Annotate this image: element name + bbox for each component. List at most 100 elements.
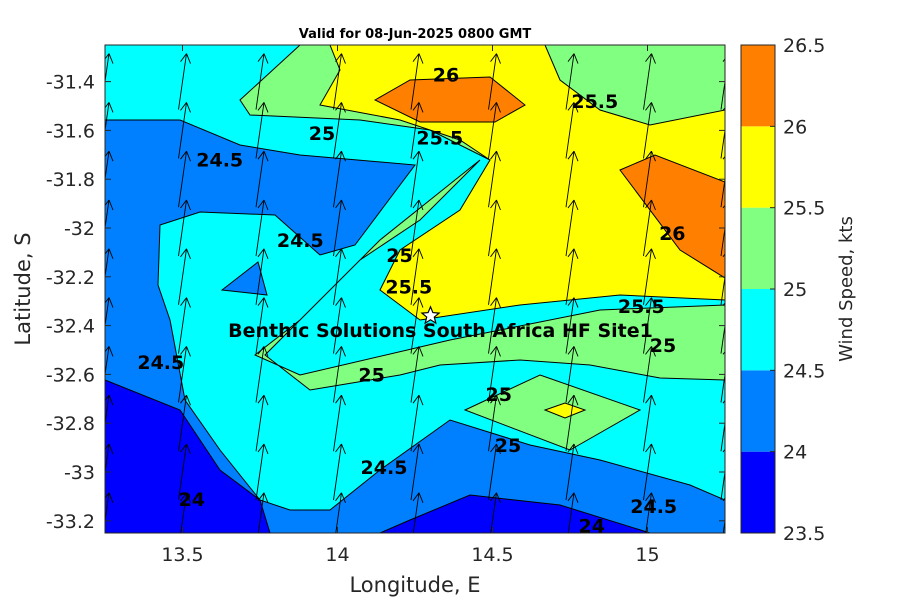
x-tick-label: 14 bbox=[325, 544, 349, 566]
wind-vector-arrow bbox=[565, 150, 579, 208]
wind-vector-arrow bbox=[720, 350, 725, 403]
wind-vector-arrow bbox=[410, 102, 424, 159]
level-band-26-26.5-north bbox=[373, 76, 526, 123]
wind-vector-arrow bbox=[105, 248, 114, 280]
wind-vector-arrow bbox=[178, 199, 191, 257]
wind-vector-arrow bbox=[643, 248, 656, 305]
wind-vector-arrow bbox=[565, 394, 579, 452]
contour-label: 24 bbox=[578, 516, 604, 538]
wind-vector-arrow bbox=[255, 199, 269, 257]
contour-label: 25.5 bbox=[385, 277, 432, 299]
contour-labels: 26 25.5 25 25.5 24.5 24.5 25 25.5 26 25.5 25 24.5 25… bbox=[137, 64, 685, 537]
colorbar-tick-label: 25.5 bbox=[783, 198, 825, 220]
contour-label: 25 bbox=[358, 364, 384, 386]
y-axis-label: Latitude, S bbox=[11, 232, 35, 345]
wind-vector-arrow bbox=[178, 53, 191, 110]
contour-label: 25 bbox=[650, 335, 676, 357]
site-marker: Benthic Solutions South Africa HF Site1 bbox=[228, 305, 653, 342]
y-tick-label: -33 bbox=[64, 462, 95, 484]
wind-vector-arrow bbox=[105, 346, 114, 378]
wind-vector-arrow bbox=[333, 102, 346, 159]
wind-vector-arrow bbox=[178, 394, 191, 452]
y-tick-label: -33.2 bbox=[46, 511, 95, 533]
colorbar: 23.5 24 24.5 25 25.5 26 26.5 bbox=[740, 35, 825, 545]
contour-label: 24.5 bbox=[277, 230, 324, 252]
chart-title: Valid for 08-Jun-2025 0800 GMT bbox=[299, 27, 532, 42]
contour-label: 24.5 bbox=[361, 457, 408, 479]
wind-vector-arrow bbox=[410, 443, 424, 501]
wind-vector-arrow bbox=[105, 297, 114, 329]
wind-vector-arrow bbox=[333, 394, 346, 452]
y-axis-ticks: -31.4 -31.6 -31.8 -32 -32.2 -32.4 -32.6 -32.8 -3… bbox=[46, 72, 725, 533]
wind-vector-arrow bbox=[178, 102, 191, 159]
wind-vector-arrow bbox=[643, 199, 656, 257]
wind-vector-arrow bbox=[720, 155, 725, 208]
contour-label: 25.5 bbox=[571, 91, 618, 113]
wind-vector-arrow bbox=[410, 199, 424, 257]
wind-vector-arrow bbox=[178, 346, 191, 403]
wind-vector-arrow bbox=[488, 150, 501, 208]
wind-vector-arrow bbox=[565, 102, 579, 159]
wind-vector-arrow bbox=[643, 394, 656, 452]
contour-label: 26 bbox=[659, 223, 685, 245]
colorbar-segment bbox=[741, 289, 775, 371]
wind-vector-arrow bbox=[645, 492, 656, 533]
x-tick-label: 13.5 bbox=[161, 544, 203, 566]
site-label: Benthic Solutions South Africa HF Site1 bbox=[228, 320, 653, 342]
wind-vector-arrow bbox=[720, 58, 725, 110]
wind-vector-arrow bbox=[410, 394, 424, 452]
wind-vector-arrow bbox=[105, 443, 114, 476]
wind-vector-arrow bbox=[333, 248, 346, 305]
wind-vector-arrow bbox=[255, 297, 269, 354]
wind-vector-arrow bbox=[255, 346, 269, 403]
wind-vector-arrow bbox=[490, 492, 501, 533]
wind-vector-arrow bbox=[410, 346, 424, 403]
contour-label: 24.5 bbox=[137, 352, 184, 374]
wind-vectors bbox=[105, 53, 725, 533]
wind-vector-arrow bbox=[180, 492, 191, 533]
wind-vector-arrow bbox=[565, 346, 579, 403]
colorbar-segment bbox=[741, 207, 775, 289]
wind-vector-arrow bbox=[720, 448, 725, 501]
wind-vector-arrow bbox=[567, 492, 579, 533]
wind-vector-arrow bbox=[720, 302, 725, 354]
wind-vector-arrow bbox=[333, 297, 346, 354]
wind-vector-arrow bbox=[105, 53, 114, 85]
wind-vector-arrow bbox=[333, 346, 346, 403]
wind-vector-arrow bbox=[410, 150, 424, 208]
contour-label: 24.5 bbox=[196, 150, 243, 172]
wind-vector-arrow bbox=[178, 150, 191, 208]
contour-field bbox=[105, 45, 725, 533]
wind-vector-arrow bbox=[722, 497, 725, 533]
plot-frame bbox=[104, 44, 726, 534]
colorbar-segment bbox=[741, 451, 775, 533]
colorbar-tick-label: 26 bbox=[783, 116, 807, 138]
wind-vector-arrow bbox=[643, 102, 656, 159]
y-tick-label: -31.8 bbox=[46, 169, 95, 191]
colorbar-segment bbox=[741, 126, 775, 208]
wind-vector-arrow bbox=[410, 53, 424, 110]
wind-vector-arrow bbox=[720, 253, 725, 305]
x-axis-ticks: 13.5 14 14.5 15 bbox=[161, 45, 660, 566]
wind-vector-arrow bbox=[720, 106, 725, 159]
colorbar-segment bbox=[741, 370, 775, 452]
wind-vector-arrow bbox=[335, 492, 346, 533]
wind-vector-arrow bbox=[410, 248, 424, 305]
colorbar-tick-label: 24.5 bbox=[783, 360, 825, 382]
wind-vector-arrow bbox=[488, 248, 501, 305]
wind-vector-arrow bbox=[255, 443, 269, 501]
wind-vector-arrow bbox=[565, 248, 579, 305]
x-tick-label: 14.5 bbox=[471, 544, 513, 566]
x-axis-label: Longitude, E bbox=[349, 573, 480, 597]
wind-vector-arrow bbox=[565, 199, 579, 257]
wind-vector-arrow bbox=[488, 102, 501, 159]
wind-vector-arrow bbox=[488, 199, 501, 257]
contour-label: 26 bbox=[433, 64, 459, 86]
y-tick-label: -31.4 bbox=[46, 72, 95, 94]
wind-vector-arrow bbox=[178, 297, 191, 354]
wind-vector-arrow bbox=[255, 53, 269, 110]
wind-vector-arrow bbox=[105, 199, 114, 232]
wind-vector-arrow bbox=[333, 443, 346, 501]
wind-vector-arrow bbox=[255, 248, 269, 305]
wind-vector-arrow bbox=[643, 297, 656, 354]
